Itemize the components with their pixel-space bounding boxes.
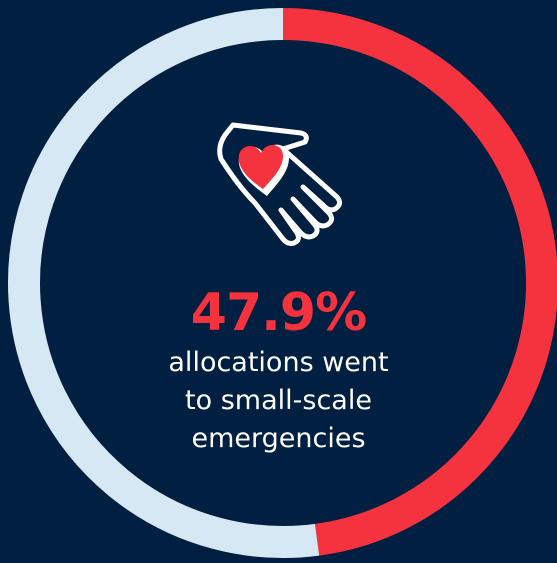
heart-icon	[238, 144, 289, 196]
caption-line-1: allocations went	[168, 347, 389, 378]
donut-ring	[8, 8, 557, 558]
center-label: 47.9% allocations went to small-scale em…	[0, 282, 557, 458]
donut-segment-remainder	[8, 8, 320, 558]
caption-line-2: to small-scale	[185, 385, 372, 416]
caption-line-3: emergencies	[191, 423, 366, 454]
hand-holding-heart-icon	[217, 122, 343, 246]
percentage-value: 47.9%	[190, 283, 367, 343]
donut-segment-highlight	[282, 8, 557, 556]
